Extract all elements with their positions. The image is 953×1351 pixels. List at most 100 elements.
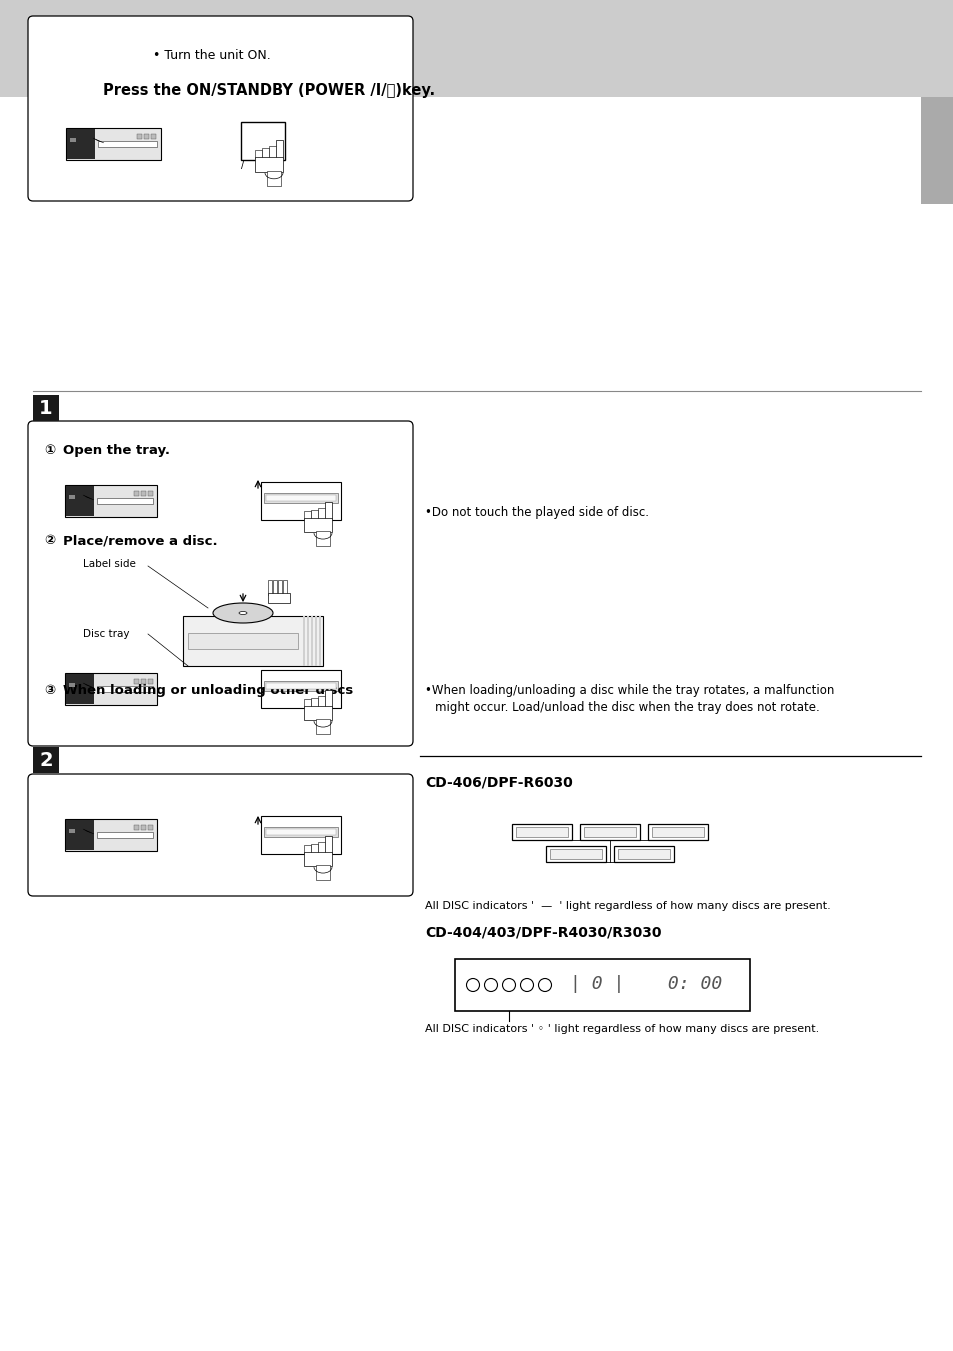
Bar [311,509,317,519]
Bar [133,492,139,496]
Bar [133,680,139,684]
Bar [148,680,152,684]
Bar [141,492,146,496]
Bar [273,580,276,594]
Bar [304,512,311,519]
Bar [550,848,601,859]
Bar [314,616,316,666]
Bar [579,824,639,840]
Bar [136,134,142,139]
FancyBboxPatch shape [28,422,413,746]
Bar [304,846,311,852]
Bar [188,634,297,648]
Circle shape [466,978,479,992]
Bar [66,820,93,850]
Text: Open the tray.: Open the tray. [63,444,170,457]
Bar [269,146,275,158]
Text: Place/remove a disc.: Place/remove a disc. [63,534,217,547]
Bar [303,616,305,666]
Bar [614,846,673,862]
Bar [66,486,93,516]
Bar [65,485,157,517]
Bar [267,170,281,186]
Bar [65,819,157,851]
Bar [262,149,269,158]
Bar [315,531,330,546]
Bar [141,680,146,684]
Bar [325,503,332,519]
Bar [254,150,262,158]
Text: • Turn the unit ON.: • Turn the unit ON. [152,49,271,62]
Bar [264,493,337,503]
Bar [277,580,282,594]
Bar [268,580,272,594]
Text: Press the ON/STANDBY (POWER /I/⏻)key.: Press the ON/STANDBY (POWER /I/⏻)key. [103,82,435,99]
Bar [651,827,703,838]
Bar [66,128,160,159]
Text: CD-404/403/DPF-R4030/R3030: CD-404/403/DPF-R4030/R3030 [424,925,660,940]
Text: /: / [241,159,244,170]
Bar [317,842,325,852]
Bar [144,134,149,139]
Text: might occur. Load/unload the disc when the tray does not rotate.: might occur. Load/unload the disc when t… [435,701,819,713]
Bar [317,508,325,519]
Circle shape [502,978,515,992]
Bar [33,394,59,422]
Text: ①: ① [45,444,61,457]
Bar [67,128,95,159]
FancyBboxPatch shape [28,774,413,896]
Bar [516,827,567,838]
Text: | 0 |    0: 00: | 0 | 0: 00 [569,975,721,993]
Text: •Do not touch the played side of disc.: •Do not touch the played side of disc. [424,507,648,519]
Text: Disc tray: Disc tray [83,630,130,639]
Bar [70,138,75,142]
Bar [96,499,152,504]
Bar [141,825,146,831]
Bar [241,122,285,159]
Bar [264,827,337,838]
Bar [311,616,313,666]
Bar [455,959,749,1011]
Bar [304,852,332,866]
Bar [266,684,335,689]
Text: CD-406/DPF-R6030: CD-406/DPF-R6030 [424,775,572,790]
Bar [65,673,157,705]
Bar [283,580,287,594]
Bar [545,846,605,862]
Bar [69,684,75,688]
Bar [266,494,335,501]
Bar [325,836,332,852]
Bar [261,816,340,854]
Bar [261,670,340,708]
Text: When loading or unloading other discs: When loading or unloading other discs [63,684,353,697]
Bar [69,830,75,834]
Bar [266,830,335,835]
Bar [512,824,572,840]
Bar [96,832,152,838]
Text: ②: ② [45,534,61,547]
Polygon shape [92,138,104,143]
FancyBboxPatch shape [28,16,413,201]
Text: 2: 2 [39,751,52,770]
Bar [275,141,283,158]
Bar [311,843,317,852]
Bar [133,825,139,831]
Bar [261,482,340,520]
Bar [148,492,152,496]
Text: •When loading/unloading a disc while the tray rotates, a malfunction: •When loading/unloading a disc while the… [424,684,834,697]
Bar [307,616,309,666]
Bar [254,157,283,172]
Bar [618,848,669,859]
Circle shape [520,978,533,992]
Text: Label side: Label side [83,559,135,569]
Polygon shape [83,830,94,834]
Bar [325,690,332,707]
Bar [311,697,317,707]
Bar [98,141,156,147]
Bar [317,696,325,707]
Bar [66,674,93,704]
Polygon shape [83,684,94,688]
Bar [315,865,330,880]
Text: All DISC indicators ' ◦ ' light regardless of how many discs are present.: All DISC indicators ' ◦ ' light regardle… [424,1024,819,1034]
Bar [264,681,337,690]
